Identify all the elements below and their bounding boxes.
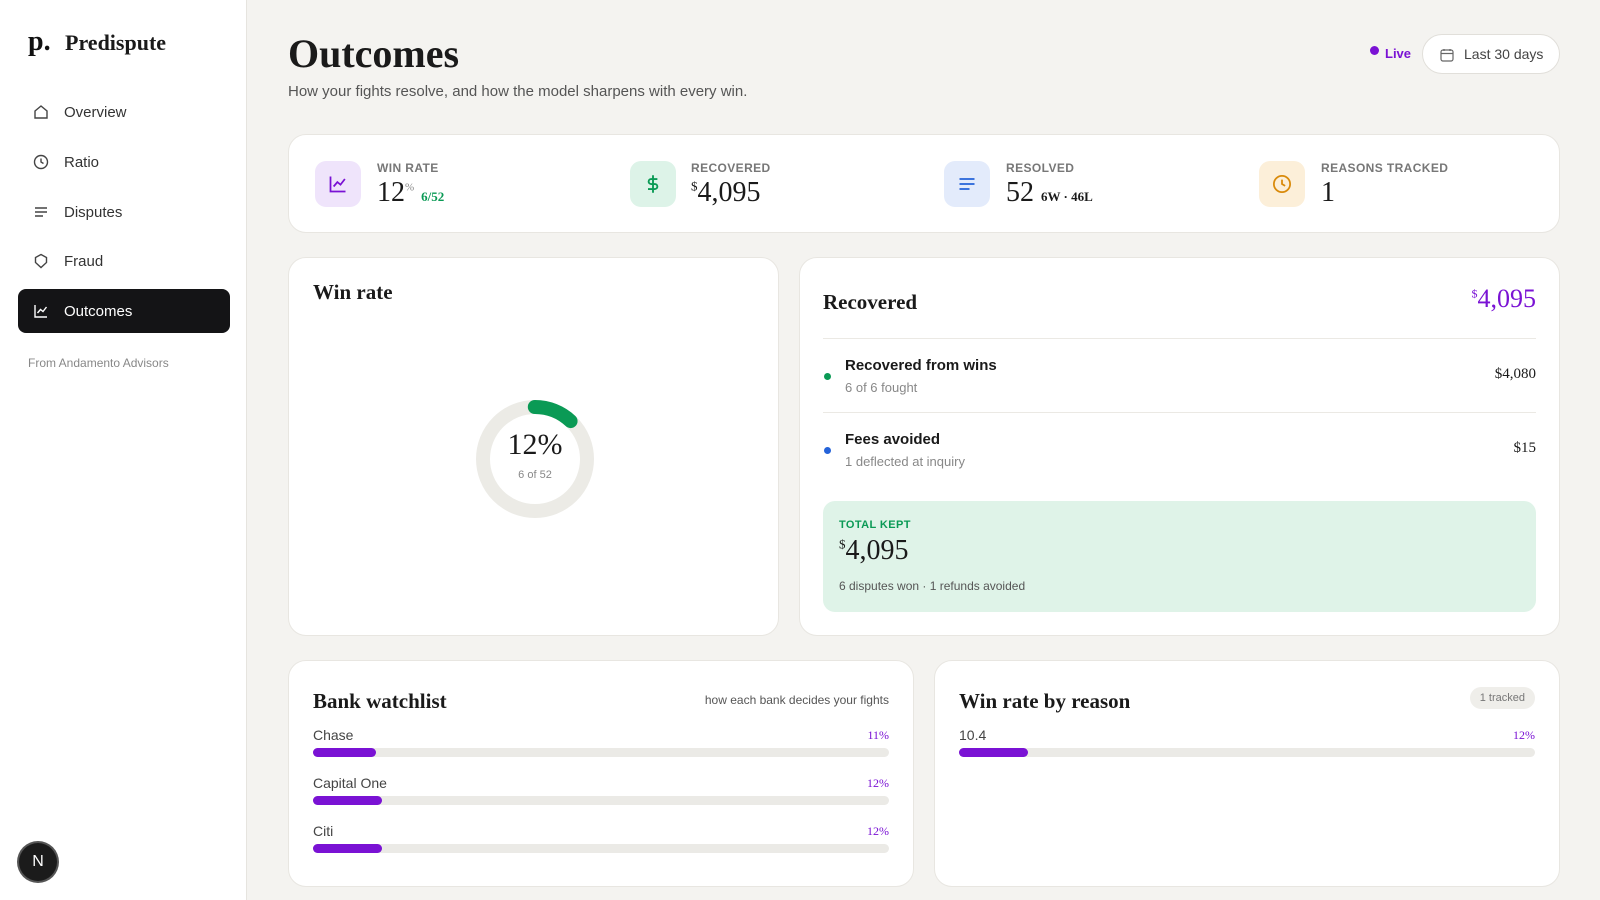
bar-label: 10.4: [959, 727, 987, 743]
nav-label: Fraud: [64, 252, 104, 270]
kept-note: 6 disputes won · 1 refunds avoided: [839, 579, 1026, 593]
bar-track: [313, 748, 889, 757]
nav-label: Overview: [64, 103, 127, 121]
recovered-card: Recovered $4,095 Recovered from wins 6 o…: [799, 257, 1560, 636]
donut: [476, 400, 594, 518]
stat-label: RESOLVED: [1006, 161, 1075, 175]
stat-icon: [315, 161, 361, 207]
stat-label: RECOVERED: [691, 161, 771, 175]
bar: [313, 796, 383, 805]
brand: Predispute: [65, 30, 167, 55]
chart-icon: [34, 305, 48, 318]
sidebar-footer: From Andamento Advisors: [28, 356, 169, 370]
nav-label: Outcomes: [64, 302, 133, 320]
row-name: Fees avoided: [845, 431, 941, 448]
bar: [313, 748, 377, 757]
row-detail: 1 deflected at inquiry: [845, 454, 965, 469]
stat-value: $4,095: [691, 177, 761, 209]
stat-label: REASONS TRACKED: [1321, 161, 1449, 175]
bar-label: Citi: [313, 823, 334, 839]
nav-item[interactable]: Disputes: [18, 190, 230, 234]
stat-value: 12% 6/52: [377, 177, 444, 209]
stat-number: 12: [377, 177, 405, 208]
page-subtitle: How your fights resolve, and how the mod…: [288, 83, 748, 100]
nav-label: Disputes: [64, 203, 123, 221]
nav-label: Ratio: [64, 153, 100, 171]
page-title: Outcomes: [288, 31, 460, 76]
kept-number: 4,095: [845, 535, 909, 566]
row-dot: [824, 447, 831, 454]
bar-track: [313, 796, 889, 805]
donut-caption: 6 of 52: [518, 469, 552, 481]
bar-track: [959, 748, 1535, 757]
tracked-badge: 1 tracked: [1469, 687, 1535, 709]
sidebar: p. Predispute Overview Ratio Disputes Fr…: [0, 0, 247, 900]
bar: [959, 748, 1029, 757]
stat-label: WIN RATE: [377, 161, 439, 175]
stat-detail: 6W · 46L: [1041, 189, 1093, 204]
avatar[interactable]: N: [19, 843, 57, 881]
shield-icon: [34, 253, 48, 269]
bar-label: Chase: [313, 727, 354, 743]
row-dot: [824, 373, 831, 380]
stat-detail: 6/52: [421, 189, 445, 204]
stat-number: 52: [1006, 177, 1034, 208]
recovered-total: $4,095: [1472, 284, 1537, 314]
card-note: how each bank decides your fights: [704, 693, 889, 707]
total-kept-box: TOTAL KEPT $4,095 6 disputes won · 1 ref…: [823, 501, 1536, 612]
bar-track: [313, 844, 889, 853]
bar-label: Capital One: [313, 775, 387, 791]
card-title: Win rate: [313, 280, 393, 304]
stat-unit: %: [405, 181, 415, 194]
bar-value-label: 11%: [867, 728, 889, 742]
win-rate-card: Win rate 12% 6 of 52: [288, 257, 779, 636]
donut-label: 12%: [507, 428, 563, 461]
nav-item[interactable]: Ratio: [18, 140, 230, 184]
clock-icon: [33, 154, 49, 170]
date-range-label: Last 30 days: [1464, 46, 1544, 62]
stat-value: 52 6W · 46L: [1006, 177, 1093, 209]
logo: p.: [28, 26, 51, 58]
card-title: Recovered: [823, 290, 918, 314]
row-detail: 6 of 6 fought: [845, 380, 918, 395]
total-number: 4,095: [1477, 284, 1537, 313]
stat-icon: [1259, 161, 1305, 207]
bar: [313, 844, 383, 853]
card-title: Win rate by reason: [959, 689, 1131, 713]
stat-icon: [944, 161, 990, 207]
donut-arc: [476, 400, 594, 518]
divider: [823, 412, 1536, 413]
bar-value-label: 12%: [867, 824, 889, 838]
kept-label: TOTAL KEPT: [839, 519, 911, 531]
row-amount: $4,080: [1494, 366, 1536, 382]
nav-item[interactable]: Fraud: [18, 239, 230, 283]
divider: [823, 338, 1536, 339]
list-icon: [35, 207, 47, 217]
stat-number: 4,095: [697, 177, 761, 208]
total-prefix: $: [1471, 286, 1478, 301]
kept-prefix: $: [839, 536, 846, 552]
home-icon: [34, 105, 48, 119]
row-amount: $15: [1513, 440, 1537, 456]
row-name: Recovered from wins: [845, 357, 997, 374]
reason-card: Win rate by reason 1 tracked 10.4 12%: [934, 660, 1560, 887]
live-dot: [1370, 46, 1379, 55]
stats-card: WIN RATE 12% 6/52 RECOVERED $4,095 RESOL…: [288, 134, 1560, 233]
logo-mark: p.: [28, 26, 51, 57]
stat-icon: [630, 161, 676, 207]
nav-item[interactable]: Outcomes: [18, 289, 230, 333]
live-label: Live: [1385, 46, 1412, 61]
card-title: Bank watchlist: [313, 689, 447, 713]
stat-value: 1: [1321, 177, 1335, 208]
kept-value: $4,095: [839, 535, 909, 567]
bank-watchlist-card: Bank watchlist how each bank decides you…: [288, 660, 914, 887]
stat-prefix: $: [691, 178, 698, 194]
bar-value-label: 12%: [1513, 728, 1535, 742]
nav-item[interactable]: Overview: [18, 90, 230, 134]
calendar-icon: [1440, 49, 1454, 62]
bar-value-label: 12%: [867, 776, 889, 790]
date-range-button[interactable]: Last 30 days: [1422, 34, 1560, 74]
